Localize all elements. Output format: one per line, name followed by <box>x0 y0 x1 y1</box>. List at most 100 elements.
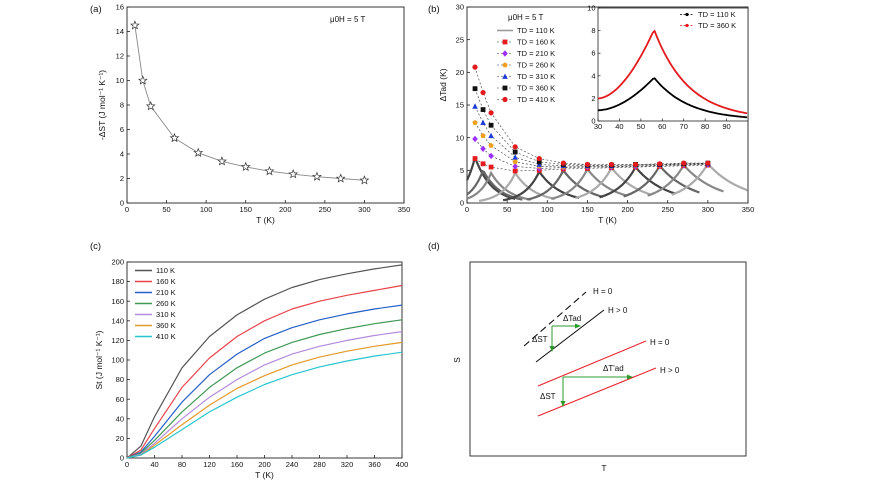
red-h5-label: H > 0 <box>660 366 680 375</box>
chart-b-series-line <box>474 67 708 165</box>
chart-c-legend-label: 260 K <box>156 299 176 308</box>
chart-c-xtick-label: 320 <box>341 460 354 469</box>
chart-b-point <box>480 132 486 138</box>
chart-b-point <box>488 132 494 139</box>
chart-b-point <box>480 89 486 96</box>
chart-a-point <box>288 169 299 179</box>
chart-a-ytick-label: 4 <box>120 150 124 159</box>
chart-b-ytick-label: 20 <box>456 68 464 77</box>
chart-c-xtick-label: 280 <box>313 460 326 469</box>
chart-c-xtick-label: 400 <box>396 460 409 469</box>
chart-a-frame <box>126 6 405 204</box>
chart-a-xlabel: T (K) <box>256 215 275 225</box>
chart-c-line <box>126 284 403 459</box>
chart-a-point <box>169 132 180 143</box>
red-dst-label: ΔST <box>540 392 556 401</box>
red-line-h0 <box>537 340 647 387</box>
chart-c-line <box>126 351 403 459</box>
chart-b-point <box>472 103 478 109</box>
chart-c-ylabel: St (J mol⁻¹ K⁻¹) <box>94 330 104 389</box>
chart-c-line <box>126 319 403 459</box>
chart-b-legend-marker <box>502 62 508 68</box>
chart-b-point <box>480 107 486 112</box>
red-dtad-arrowhead <box>627 374 633 380</box>
chart-b-point <box>512 154 518 160</box>
chart-b-legend-label: TD = 310 K <box>517 72 555 81</box>
chart-a-ytick-label: 12 <box>116 52 124 61</box>
black-dst-label: ΔST <box>532 335 548 344</box>
chart-b-point <box>472 135 478 143</box>
chart-c-xtick-label: 160 <box>231 460 244 469</box>
chart-b-legend-label: TD = 410 K <box>517 95 555 104</box>
chart-a-point <box>335 173 346 183</box>
chart-a-xtick-label: 350 <box>398 205 411 214</box>
chart-b-point <box>472 119 478 125</box>
chart-c-line <box>126 264 403 459</box>
chart-b-inset-line <box>597 77 748 119</box>
chart-a-xtick-label: 50 <box>162 205 170 214</box>
chart-b-ytick-label: 0 <box>460 199 464 208</box>
chart-a-ytick-label: 8 <box>120 101 124 110</box>
chart-a-ylabel: -ΔST (J mol⁻¹ K⁻¹) <box>97 70 107 140</box>
chart-b-legend-marker <box>502 39 508 45</box>
chart-b-ytick-label: 25 <box>456 35 464 44</box>
chart-c-ytick-label: 100 <box>111 356 124 365</box>
chart-b-legend-label: TD = 110 K <box>517 26 555 35</box>
chart-b-point <box>560 160 566 166</box>
chart-b-peak <box>671 161 749 196</box>
chart-b-inset-xtick-label: 60 <box>658 122 666 131</box>
panel-label-d: (d) <box>428 241 440 252</box>
chart-b-point <box>657 161 663 167</box>
chart-c-legend-label: 360 K <box>156 321 176 330</box>
chart-c-ytick-label: 60 <box>116 395 124 404</box>
chart-b-point <box>480 119 486 126</box>
chart-c-legend-label: 110 K <box>156 266 175 275</box>
chart-b-legend-label: TD = 260 K <box>517 61 555 70</box>
chart-c-xtick-label: 0 <box>125 460 129 469</box>
black-line-h5 <box>535 309 605 363</box>
chart-b-xtick-label: 150 <box>581 205 594 214</box>
chart-b-peak <box>466 170 531 201</box>
chart-c-xtick-label: 200 <box>258 460 271 469</box>
chart-b-legend-label: TD = 210 K <box>517 49 555 58</box>
chart-b-point <box>512 159 518 165</box>
chart-c-ytick-label: 200 <box>111 258 124 267</box>
black-h0-label: H = 0 <box>593 287 613 296</box>
chart-b-ylabel: ΔTad (K) <box>438 68 448 101</box>
chart-b-xtick-label: 100 <box>541 205 554 214</box>
chart-b-point <box>472 156 478 161</box>
chart-a-point <box>217 156 227 166</box>
chart-b-ytick-label: 15 <box>456 101 464 110</box>
chart-b-legend-marker <box>502 96 508 103</box>
chart-c-legend-label: 310 K <box>156 310 176 319</box>
chart-a-point <box>312 171 322 181</box>
chart-c-ytick-label: 0 <box>120 454 124 463</box>
chart-b-inset-legend-label: TD = 360 K <box>698 21 736 30</box>
diagram-x-label: T <box>601 463 606 473</box>
chart-c-line <box>126 331 403 459</box>
chart-b-peak <box>466 155 516 200</box>
chart-c-xtick-label: 80 <box>178 460 186 469</box>
chart-a-xtick-label: 250 <box>319 205 332 214</box>
chart-b-ytick-label: 5 <box>460 166 464 175</box>
red-dst-arrowhead <box>560 401 566 407</box>
chart-b-xtick-label: 350 <box>742 205 755 214</box>
chart-b-annotation: μ0H = 5 T <box>508 13 543 22</box>
chart-b-legend-marker <box>502 50 508 57</box>
chart-c-xtick-label: 240 <box>286 460 299 469</box>
chart-b-point <box>480 161 486 167</box>
chart-b-inset-ytick-label: 0 <box>591 117 595 126</box>
chart-b-point <box>536 159 542 165</box>
chart-b-inset-frame <box>597 7 749 122</box>
chart-a-point <box>137 75 148 85</box>
chart-b-inset-ytick-label: 10 <box>587 4 595 13</box>
chart-a-ytick-label: 14 <box>116 27 124 36</box>
black-dtad-label: ΔTad <box>563 314 581 323</box>
chart-a-ytick-label: 16 <box>116 3 124 12</box>
chart-b-xtick-label: 50 <box>503 205 511 214</box>
chart-a-xtick-label: 200 <box>279 205 292 214</box>
chart-b-point <box>705 160 711 166</box>
chart-c-ytick-label: 40 <box>116 414 124 423</box>
